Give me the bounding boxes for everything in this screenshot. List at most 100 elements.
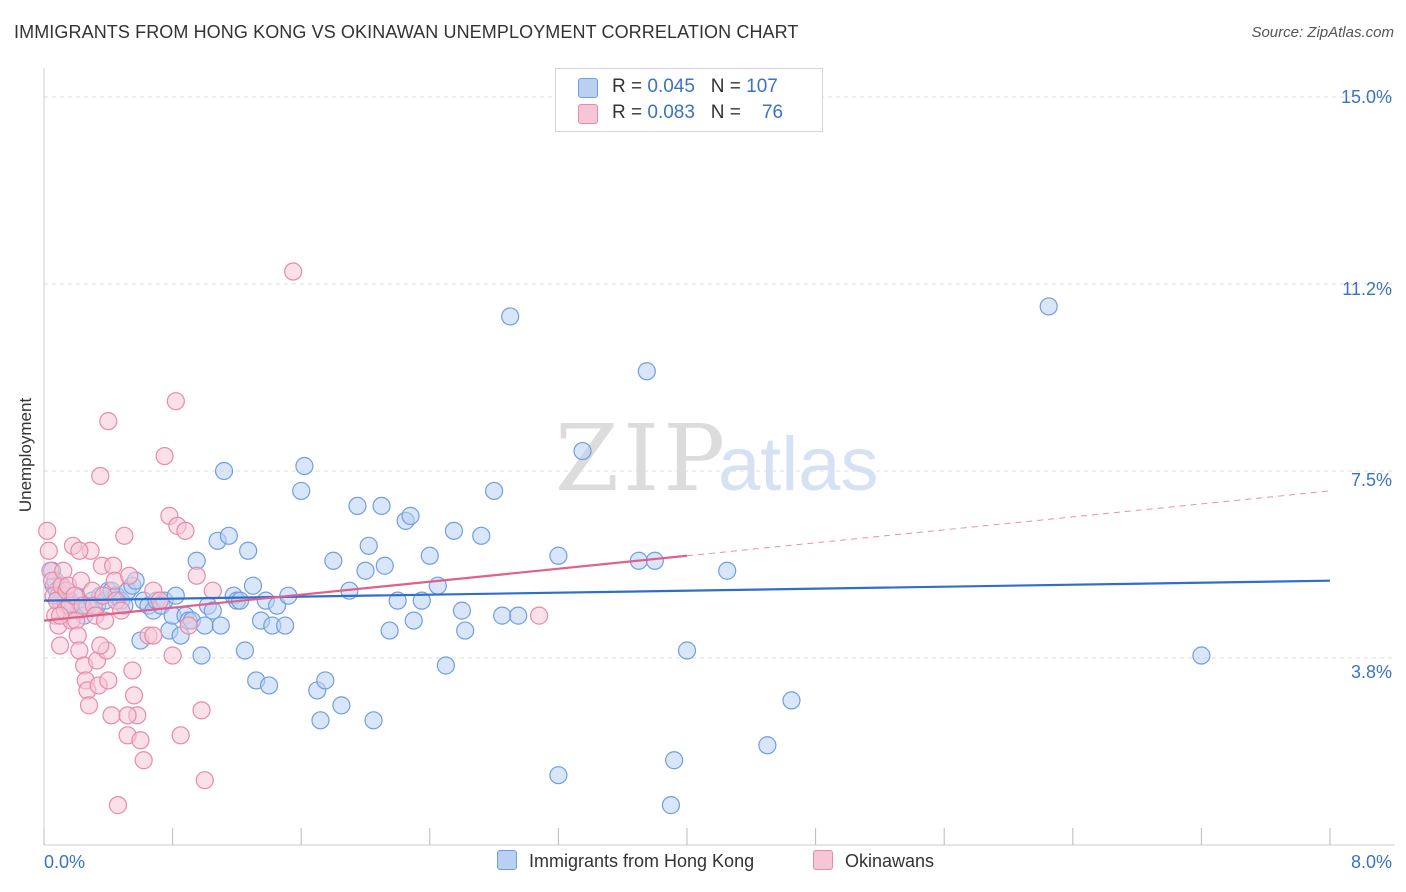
point-okinawans — [70, 541, 89, 560]
point-okinawans — [144, 626, 163, 645]
point-hong-kong — [501, 307, 520, 326]
point-okinawans — [284, 262, 303, 281]
point-hong-kong — [677, 641, 697, 660]
point-okinawans — [163, 646, 182, 665]
point-hong-kong — [276, 616, 295, 635]
point-okinawans — [50, 636, 70, 655]
point-okinawans — [171, 726, 190, 745]
point-hong-kong — [493, 606, 512, 625]
point-hong-kong — [452, 601, 472, 620]
point-hong-kong — [375, 556, 394, 575]
x-tick-label-max: 8.0% — [1350, 852, 1392, 872]
axes — [43, 68, 1395, 846]
point-hong-kong — [239, 541, 258, 560]
point-okinawans — [99, 412, 118, 431]
point-okinawans — [68, 626, 87, 645]
point-hong-kong — [243, 576, 263, 595]
legend-text: R = 0.083 N = 76 — [612, 102, 784, 123]
point-okinawans — [104, 556, 123, 575]
point-hong-kong — [295, 456, 314, 476]
point-hong-kong — [718, 561, 737, 580]
point-hong-kong — [758, 736, 777, 755]
point-okinawans — [95, 611, 115, 630]
point-hong-kong — [359, 536, 378, 555]
point-hong-kong — [485, 481, 504, 501]
point-okinawans — [131, 731, 150, 750]
point-okinawans — [179, 616, 198, 635]
point-hong-kong — [420, 546, 439, 565]
chart-title: IMMIGRANTS FROM HONG KONG VS OKINAWAN UN… — [14, 22, 799, 42]
point-okinawans — [134, 751, 153, 770]
point-okinawans — [50, 606, 70, 625]
point-hong-kong — [645, 551, 664, 570]
trend-line-okinawans — [43, 554, 688, 622]
point-hong-kong — [235, 641, 255, 660]
legend-swatch-blue — [578, 78, 598, 98]
point-okinawans — [118, 706, 137, 725]
point-hong-kong — [665, 751, 684, 770]
point-okinawans — [123, 661, 142, 680]
point-okinawans — [38, 521, 57, 540]
correlation-legend: R = 0.045 N = 107 R = 0.083 N = 76 — [555, 68, 823, 132]
point-okinawans — [120, 566, 139, 585]
point-hong-kong — [573, 441, 592, 461]
point-okinawans — [176, 521, 195, 540]
point-hong-kong — [401, 506, 420, 525]
point-okinawans — [150, 591, 169, 610]
point-hong-kong — [456, 621, 475, 640]
watermark-atlas: atlas — [718, 422, 879, 507]
legend-swatch-pink — [813, 850, 833, 870]
point-okinawans — [530, 606, 549, 625]
data-points — [38, 262, 1211, 815]
point-hong-kong — [412, 591, 431, 610]
point-hong-kong — [166, 586, 185, 605]
point-hong-kong — [356, 561, 375, 580]
trend-extension-okinawans — [686, 490, 1331, 557]
point-hong-kong — [509, 606, 528, 625]
legend-text: R = 0.045 N = 107 — [612, 76, 778, 97]
point-hong-kong — [782, 691, 801, 710]
point-okinawans — [91, 636, 110, 655]
point-hong-kong — [364, 711, 383, 730]
point-okinawans — [102, 706, 121, 725]
point-okinawans — [166, 392, 185, 411]
y-tick-label-15: 15.0% — [1340, 87, 1392, 107]
point-okinawans — [192, 701, 211, 720]
watermark: ZIP atlas — [555, 405, 879, 512]
point-hong-kong — [316, 671, 335, 690]
point-hong-kong — [324, 551, 343, 570]
point-hong-kong — [332, 696, 351, 715]
point-okinawans — [195, 771, 214, 790]
legend-swatch-blue — [497, 850, 517, 870]
point-hong-kong — [549, 766, 568, 785]
point-okinawans — [91, 466, 110, 486]
point-okinawans — [99, 671, 118, 690]
legend-swatch-pink — [578, 104, 598, 124]
point-hong-kong — [348, 496, 367, 516]
point-hong-kong — [195, 616, 214, 635]
point-hong-kong — [637, 362, 656, 381]
y-tick-label-11-2: 11.2% — [1342, 279, 1392, 299]
point-okinawans — [187, 566, 206, 585]
point-hong-kong — [444, 521, 464, 540]
point-hong-kong — [192, 646, 211, 665]
legend-item-hong-kong: Immigrants from Hong Kong — [497, 850, 754, 872]
point-hong-kong — [404, 611, 423, 630]
point-okinawans — [115, 526, 134, 545]
point-hong-kong — [203, 601, 222, 620]
source-label: Source: ZipAtlas.com — [1251, 24, 1394, 41]
point-hong-kong — [214, 461, 234, 481]
point-hong-kong — [219, 526, 238, 545]
point-hong-kong — [1039, 297, 1058, 316]
point-okinawans — [39, 541, 58, 560]
point-hong-kong — [311, 711, 330, 730]
x-tick-label-min: 0.0% — [44, 852, 86, 872]
trend-lines — [43, 490, 1331, 622]
point-okinawans — [155, 446, 174, 466]
point-okinawans — [108, 796, 128, 815]
trend-line-hong-kong — [43, 579, 1331, 602]
point-hong-kong — [211, 616, 230, 635]
point-okinawans — [79, 696, 99, 715]
point-okinawans — [124, 686, 144, 705]
